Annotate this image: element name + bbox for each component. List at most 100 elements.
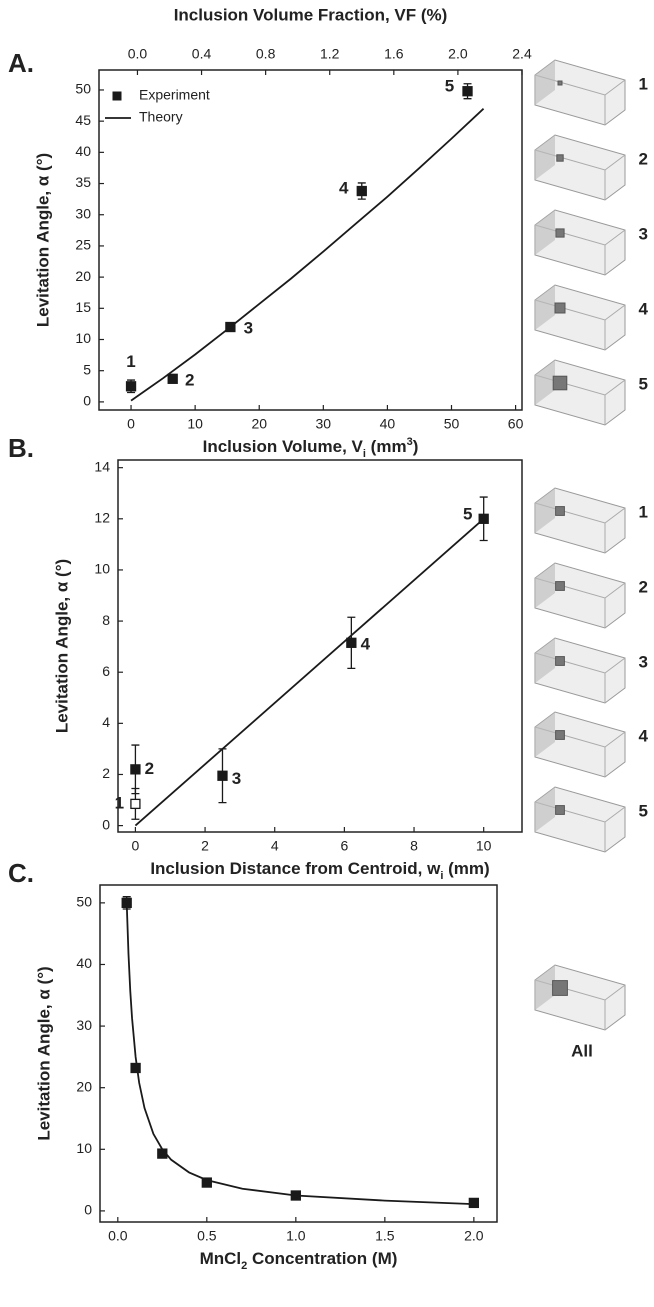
x-tick-label: 10 xyxy=(187,416,203,432)
point-label: 3 xyxy=(244,319,253,338)
box-shade xyxy=(535,360,555,405)
x-axis-title-part: Inclusion Volume, V xyxy=(203,437,364,456)
box-shade xyxy=(535,563,555,608)
panel-label: B. xyxy=(8,433,34,463)
inclusion-illustration xyxy=(534,359,626,426)
y-tick-label: 5 xyxy=(83,361,91,377)
y-tick-label: 50 xyxy=(76,894,92,910)
inclusion-cube xyxy=(557,80,563,86)
plot-frame xyxy=(117,459,523,833)
x-tick-label: 30 xyxy=(316,416,332,432)
y-axis-title: Levitation Angle, α (°) xyxy=(52,559,71,733)
y-tick-label: 0 xyxy=(83,393,91,409)
data-point xyxy=(130,798,141,810)
y-tick-label: 4 xyxy=(102,714,110,730)
point-label: 2 xyxy=(145,759,154,778)
y-tick-label: 45 xyxy=(75,112,91,128)
y-tick-label: 40 xyxy=(76,955,92,971)
box-shade xyxy=(535,712,555,757)
x2-axis-title: Inclusion Volume Fraction, VF (%) xyxy=(174,5,448,24)
y-tick-label: 15 xyxy=(75,299,91,315)
y-tick-label: 10 xyxy=(75,330,91,346)
inclusion-cube xyxy=(554,302,566,314)
side-label: All xyxy=(571,1041,593,1060)
x-tick-label: 10 xyxy=(476,838,492,854)
y-tick-label: 10 xyxy=(76,1140,92,1156)
point-label: 3 xyxy=(232,769,241,788)
data-point xyxy=(356,185,367,197)
data-point xyxy=(462,86,473,97)
y-tick-label: 0 xyxy=(102,816,110,832)
inclusion-illustration xyxy=(534,284,626,351)
inclusion-cube xyxy=(555,656,565,666)
y-tick-label: 20 xyxy=(76,1078,92,1094)
x-axis-title-part: 3 xyxy=(407,436,413,448)
y-tick-label: 2 xyxy=(102,765,110,781)
inclusion-illustration xyxy=(534,562,626,629)
point-label: 5 xyxy=(463,504,472,523)
y-tick-label: 12 xyxy=(94,510,110,526)
data-point xyxy=(468,1197,480,1209)
point-label: 1 xyxy=(115,793,124,812)
y-tick-label: 10 xyxy=(94,561,110,577)
x-axis-title-part: MnCl xyxy=(200,1249,242,1268)
x-tick-label: 40 xyxy=(380,416,396,432)
box-shade xyxy=(535,60,555,105)
x-tick-label: 20 xyxy=(251,416,267,432)
side-label: 1 xyxy=(639,74,648,93)
x-axis-title-part: ) xyxy=(413,437,419,456)
point-label: 5 xyxy=(445,77,454,96)
x-axis-title-part: Inclusion Distance from Centroid, w xyxy=(150,859,441,878)
side-label: 5 xyxy=(639,801,648,820)
inclusion-illustration xyxy=(534,487,626,554)
y-tick-label: 35 xyxy=(75,174,91,190)
x2-tick-label: 1.6 xyxy=(384,46,404,62)
box-shade xyxy=(535,787,555,832)
x2-tick-label: 0.8 xyxy=(256,46,276,62)
x-axis-title: Inclusion Volume, Vi (mm3) xyxy=(203,436,419,460)
legend-marker xyxy=(112,91,122,101)
inclusion-illustration xyxy=(534,711,626,778)
x2-tick-label: 2.0 xyxy=(448,46,468,62)
x-tick-label: 0.0 xyxy=(108,1228,128,1244)
inclusion-cube xyxy=(555,228,565,238)
inclusion-illustration xyxy=(534,964,626,1031)
inclusion-illustration xyxy=(534,209,626,276)
inclusion-cube xyxy=(555,581,565,591)
box-shade xyxy=(535,135,555,180)
y-tick-label: 14 xyxy=(94,458,110,474)
y-tick-label: 20 xyxy=(75,268,91,284)
panel-label: C. xyxy=(8,858,34,888)
inclusion-cube xyxy=(556,154,564,162)
plot-frame xyxy=(99,884,498,1223)
x-axis-title-part: 2 xyxy=(241,1260,247,1272)
x-tick-label: 6 xyxy=(340,838,348,854)
y-axis-title: Levitation Angle, α (°) xyxy=(33,153,52,327)
theory-line xyxy=(125,902,474,1206)
side-label: 2 xyxy=(639,577,648,596)
x-axis-title-part: i xyxy=(363,448,366,460)
y-axis-title: Levitation Angle, α (°) xyxy=(34,966,53,1140)
x-tick-label: 0 xyxy=(132,838,140,854)
plot-frame xyxy=(98,69,523,411)
side-label: 4 xyxy=(639,299,649,318)
inclusion-illustration xyxy=(534,786,626,853)
x-axis-title: MnCl2 Concentration (M) xyxy=(200,1249,398,1271)
x2-tick-label: 2.4 xyxy=(512,46,532,62)
y-tick-label: 0 xyxy=(84,1202,92,1218)
data-point xyxy=(130,1062,141,1074)
box-shade xyxy=(535,965,555,1010)
x-tick-label: 8 xyxy=(410,838,418,854)
x-tick-label: 1.0 xyxy=(286,1228,306,1244)
side-label: 4 xyxy=(639,726,649,745)
x-tick-label: 2.0 xyxy=(464,1228,484,1244)
point-label: 1 xyxy=(126,352,135,371)
inclusion-illustration xyxy=(534,637,626,704)
side-label: 5 xyxy=(639,374,648,393)
data-point xyxy=(125,381,137,392)
box-shade xyxy=(535,210,555,255)
inclusion-illustration xyxy=(534,134,626,201)
x-axis-title: Inclusion Distance from Centroid, wi (mm… xyxy=(150,859,489,881)
box-shade xyxy=(535,488,555,533)
